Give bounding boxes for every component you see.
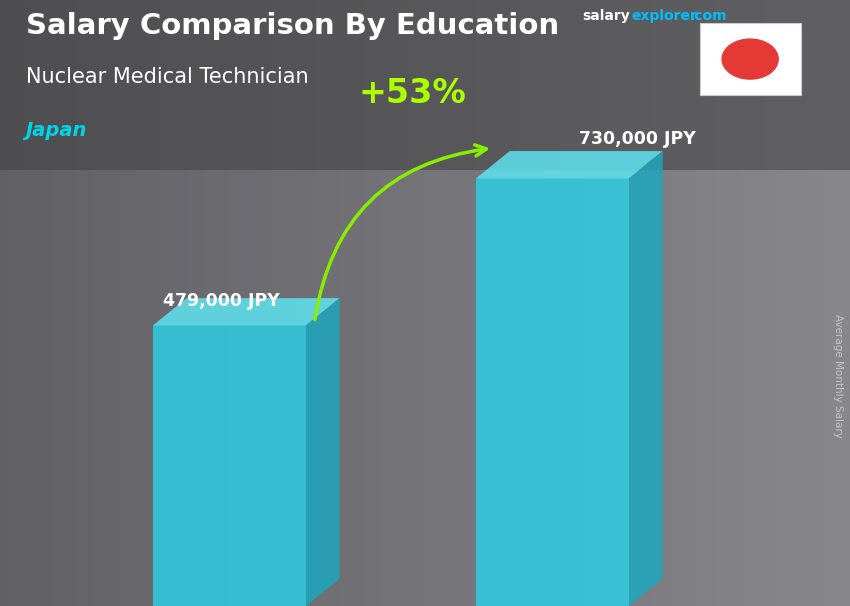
Text: salary: salary xyxy=(582,9,630,23)
Polygon shape xyxy=(153,298,340,325)
Text: Japan: Japan xyxy=(26,121,87,140)
Bar xyxy=(0,0,850,170)
Polygon shape xyxy=(629,151,663,606)
FancyBboxPatch shape xyxy=(700,23,801,95)
Text: 479,000 JPY: 479,000 JPY xyxy=(162,292,280,310)
Polygon shape xyxy=(476,178,629,606)
Polygon shape xyxy=(306,298,340,606)
Circle shape xyxy=(722,39,779,79)
Text: Average Monthly Salary: Average Monthly Salary xyxy=(833,314,843,438)
Text: 730,000 JPY: 730,000 JPY xyxy=(579,130,696,148)
Text: Salary Comparison By Education: Salary Comparison By Education xyxy=(26,12,558,40)
Text: +53%: +53% xyxy=(359,77,466,110)
Polygon shape xyxy=(153,325,306,606)
Text: .com: .com xyxy=(689,9,727,23)
Polygon shape xyxy=(476,151,663,178)
Text: explorer: explorer xyxy=(632,9,697,23)
Text: Nuclear Medical Technician: Nuclear Medical Technician xyxy=(26,67,308,87)
